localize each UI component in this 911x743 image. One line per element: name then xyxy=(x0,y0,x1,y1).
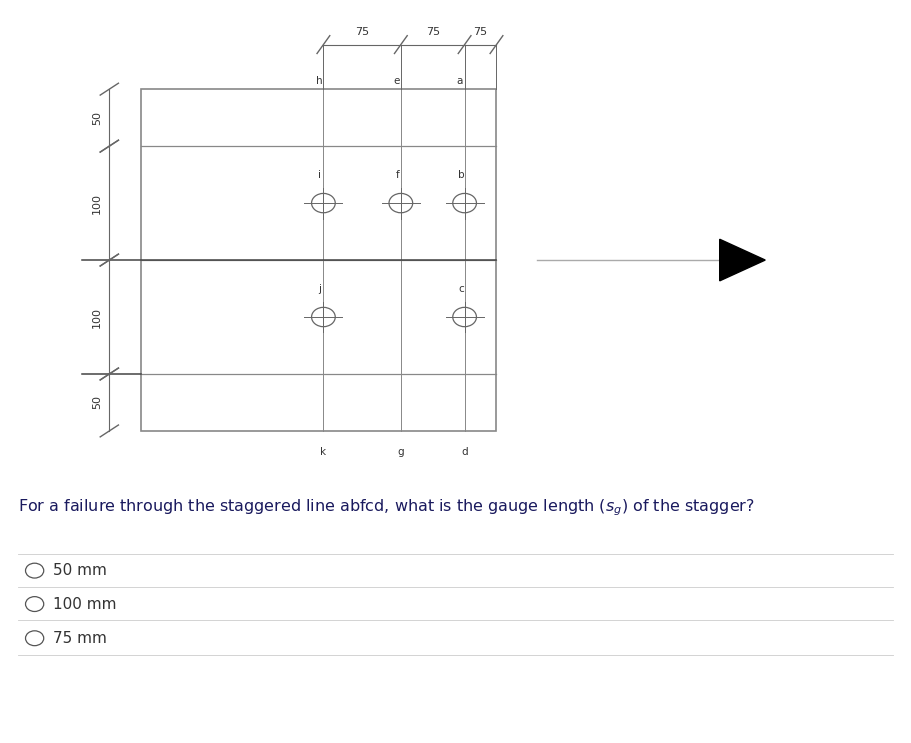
Text: 75: 75 xyxy=(355,27,369,37)
Text: e: e xyxy=(394,77,399,86)
Text: 75: 75 xyxy=(425,27,440,37)
Polygon shape xyxy=(720,239,765,281)
Text: c: c xyxy=(458,284,464,294)
Text: 50: 50 xyxy=(92,395,102,409)
Text: a: a xyxy=(457,77,463,86)
Text: 75: 75 xyxy=(474,27,487,37)
Text: 50 mm: 50 mm xyxy=(53,563,107,578)
Text: 75 mm: 75 mm xyxy=(53,631,107,646)
Text: 100: 100 xyxy=(92,192,102,213)
Text: b: b xyxy=(457,170,465,180)
Text: f: f xyxy=(395,170,399,180)
Text: d: d xyxy=(461,447,468,457)
Bar xyxy=(141,89,496,431)
Text: i: i xyxy=(318,170,322,180)
Text: j: j xyxy=(318,284,322,294)
Text: g: g xyxy=(397,447,404,457)
Text: 100: 100 xyxy=(92,307,102,328)
Text: For a failure through the staggered line abfcd, what is the gauge length ($s_g$): For a failure through the staggered line… xyxy=(18,498,755,519)
Text: h: h xyxy=(315,77,322,86)
Text: k: k xyxy=(321,447,326,457)
Text: 50: 50 xyxy=(92,111,102,125)
Text: 100 mm: 100 mm xyxy=(53,597,117,611)
